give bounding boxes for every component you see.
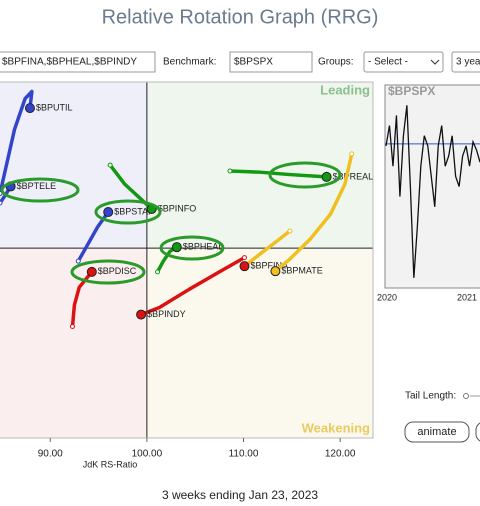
x-tick-label: 100.00 <box>132 449 163 460</box>
series-label: $BPDISC <box>98 266 137 276</box>
year-label: 2021 <box>457 292 477 302</box>
animate-button[interactable] <box>404 421 470 443</box>
tails: $BPUTIL $BPTELE $BPSTAP $BPINFO $BPHEAL $BPRE… <box>0 89 374 329</box>
x-tick-label: 110.00 <box>229 449 259 460</box>
groups-select[interactable] <box>363 51 444 73</box>
head <box>270 266 281 277</box>
benchmark-label: Benchmark: <box>163 57 216 68</box>
series-label: $BPUTIL <box>36 102 73 112</box>
period-text: 3 years <box>456 57 480 68</box>
series-label: $BPTELE <box>17 181 57 191</box>
symbols-text: $BPFINA,$BPHEAL,$BPINDY <box>2 57 137 68</box>
symbols-input[interactable] <box>0 51 156 73</box>
tail-start <box>241 255 247 261</box>
tail-length-label: Tail Length: <box>405 391 456 402</box>
page-title: Relative Rotation Graph (RRG) <box>102 6 379 28</box>
highlight-ring <box>94 199 162 225</box>
series-label: $BPINDY <box>147 309 186 319</box>
head <box>24 103 35 114</box>
select-arrow <box>430 59 440 65</box>
highlight-ring <box>70 259 146 285</box>
groups-label: Groups: <box>318 57 354 68</box>
x-tick-label: 120.00 <box>325 449 356 460</box>
tail-start <box>107 162 113 168</box>
tail <box>242 229 292 268</box>
highlight-ring <box>268 161 342 189</box>
series-label: $BPSTAP <box>114 206 154 216</box>
highlight-ring <box>159 235 225 261</box>
tail-start <box>349 151 355 157</box>
mini-line <box>385 105 480 278</box>
slider-knob[interactable] <box>463 393 469 399</box>
tail-start <box>75 258 81 264</box>
quadrant-leading <box>146 82 373 249</box>
series-label: $BPMATE <box>281 266 322 276</box>
tail <box>0 89 34 196</box>
head <box>321 171 332 182</box>
quadrant-weakening <box>146 248 373 438</box>
mini-title: $BPSPX <box>388 84 435 98</box>
x-axis-title: JdK RS-Ratio <box>83 459 138 469</box>
animate-text: animate <box>417 426 456 438</box>
plot-border <box>0 81 374 439</box>
tail-start <box>69 323 75 329</box>
head <box>86 266 97 277</box>
tail-start <box>155 269 161 275</box>
tail <box>273 152 354 273</box>
footer-caption: 3 weeks ending Jan 23, 2023 <box>162 488 318 502</box>
tail-start <box>287 228 293 234</box>
tail <box>228 169 329 179</box>
mini-chart: $BPSPX 2020 2021 <box>377 84 480 302</box>
head <box>136 309 147 320</box>
benchmark-input[interactable] <box>229 51 313 73</box>
groups-text: - Select - <box>368 57 408 68</box>
tail <box>139 255 247 317</box>
quadrant-improving <box>0 82 147 249</box>
benchmark-text: $BPSPX <box>234 57 273 68</box>
head <box>239 261 250 272</box>
series-label: $BPFINA <box>250 261 288 271</box>
next-button[interactable] <box>475 422 480 442</box>
head <box>171 242 182 253</box>
series-label: $BPINFO <box>158 203 197 213</box>
tail-start <box>227 168 233 174</box>
period-select[interactable] <box>451 51 480 73</box>
series-label: $BPREAL <box>333 171 374 181</box>
series-label: $BPHEAL <box>183 242 224 252</box>
plot: Leading Weakening 90.00 100.00 110.00 120.00 J… <box>0 81 374 469</box>
tail-start <box>0 200 3 206</box>
highlight-ring <box>0 177 80 203</box>
x-tick-label: 90.00 <box>38 449 63 460</box>
head <box>103 207 114 218</box>
quadrant-lagging <box>0 248 147 438</box>
year-label: 2020 <box>377 292 397 302</box>
quadrant-label: Leading <box>320 82 370 97</box>
quadrant-label: Weakening <box>302 420 370 435</box>
